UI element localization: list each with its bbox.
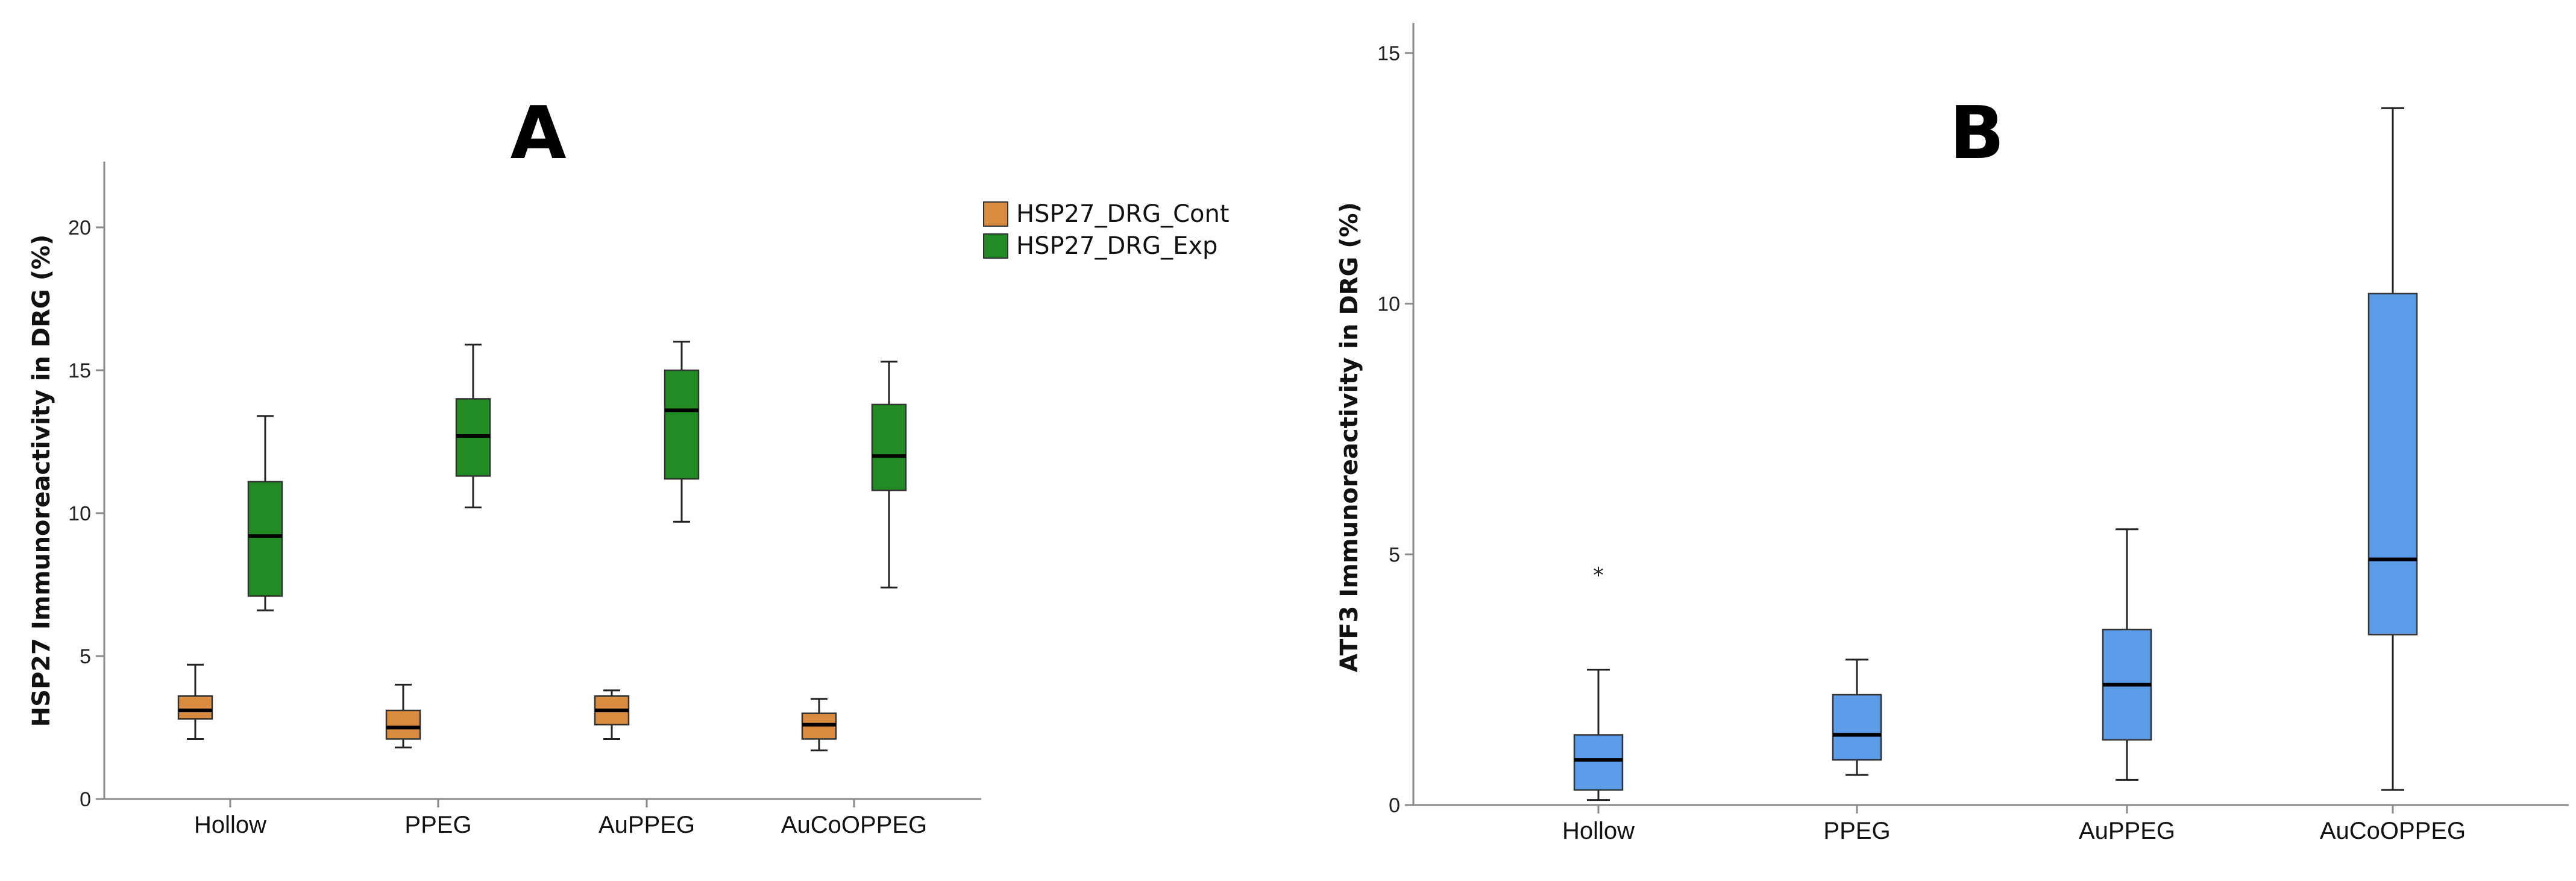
panel-a-box-hsp27-drg-cont-auppeg [594,689,630,740]
legend-swatch [983,233,1008,259]
iqr-box [385,709,421,740]
legend-label: HSP27_DRG_Cont [1016,200,1230,228]
panel-a-y-tick-label: 10 [68,502,91,525]
panel-a-y-tick-label: 15 [68,359,91,382]
iqr-box [247,481,283,597]
panel-a-x-tick-label: Hollow [194,812,266,838]
panel-b-y-tick-label: 15 [1377,42,1400,65]
panel-b-axes: 0 5 10 15 Hollow PPEG AuPPEG AuCoOPPEG [1377,23,2569,844]
panel-b-y-tick-label: 0 [1389,794,1400,817]
panel-a-y-axis-label: HSP27 Immunoreactivity in DRG (%) [28,235,55,727]
iqr-box [1832,693,1882,761]
iqr-box [1573,734,1624,791]
panel-a-box-hsp27-drg-cont-ppeg [385,683,421,749]
panel-b-label: B [1949,92,2004,175]
outlier-marker: * [1593,563,1604,588]
panel-a-plot-area [177,341,907,751]
panel-b-box-series-hollow: * [1573,563,1624,801]
panel-a-label: A [510,92,567,175]
panel-b-chart: B ATF3 Immunoreactivity in DRG (%) 0 5 10 1… [1336,23,2569,844]
panel-b-y-tick-label: 10 [1377,293,1400,316]
panel-a-box-hsp27-drg-exp-aucooppeg [871,361,907,589]
panel-a-y-tick-label: 20 [68,216,91,239]
panel-b-box-series-auppeg [2102,528,2152,781]
panel-a-box-hsp27-drg-cont-hollow [177,663,213,740]
legend-label: HSP27_DRG_Exp [1016,232,1217,260]
panel-a-legend: HSP27_DRG_Cont HSP27_DRG_Exp [983,200,1230,260]
panel-a-box-hsp27-drg-exp-auppeg [664,341,700,523]
panel-b-plot-area: * [1573,107,2418,801]
panel-a-chart: A HSP27 Immunoreactivity in DRG (%) 0 5 10… [28,92,1230,838]
legend-swatch [983,201,1008,227]
panel-a-y-tick-label: 5 [80,645,91,668]
panel-b-x-tick-label: AuCoOPPEG [2320,818,2466,844]
panel-b-y-axis-label: ATF3 Immunoreactivity in DRG (%) [1336,202,1363,672]
panel-b-y-tick-label: 5 [1389,543,1400,566]
panel-a-x-tick-label: AuCoOPPEG [781,812,927,838]
iqr-box [177,695,213,720]
panel-a-box-hsp27-drg-exp-ppeg [455,343,491,509]
panel-a-axes: 0 5 10 15 20 Hollow PPEG AuPPEG AuCoOPPEG [68,162,981,838]
iqr-box [664,369,700,480]
panel-b-x-tick-label: Hollow [1562,818,1635,844]
panel-a-box-hsp27-drg-exp-hollow [247,415,283,611]
panel-b-x-tick-label: AuPPEG [2079,818,2175,844]
panel-a-box-hsp27-drg-cont-aucooppeg [801,698,837,751]
iqr-box [871,403,907,491]
panel-b-x-tick-label: PPEG [1823,818,1890,844]
panel-a-x-tick-label: PPEG [404,812,471,838]
panel-a-x-tick-label: AuPPEG [598,812,695,838]
panel-b-box-series-ppeg [1832,658,1882,776]
iqr-box [2367,292,2418,636]
panel-b-box-series-aucooppeg [2367,107,2418,791]
panel-a-y-tick-label: 0 [80,788,91,811]
